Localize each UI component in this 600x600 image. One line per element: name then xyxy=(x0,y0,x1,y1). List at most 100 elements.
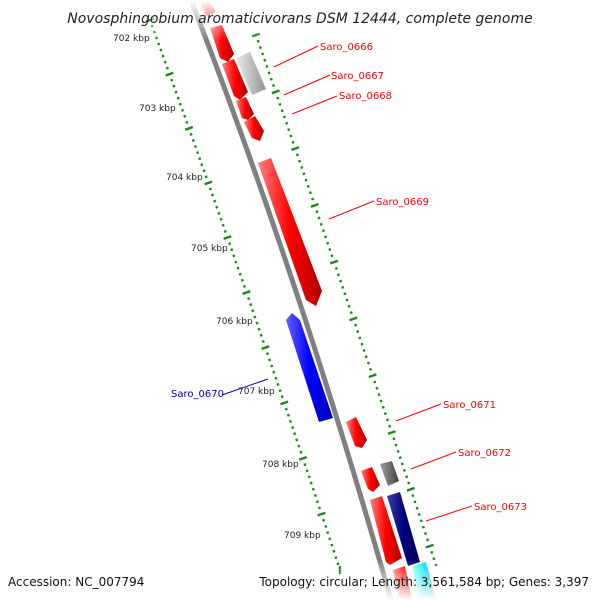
minor-tick xyxy=(267,71,271,75)
minor-tick xyxy=(234,260,238,264)
minor-tick xyxy=(238,272,242,276)
minor-tick xyxy=(183,114,187,118)
gene-arrow[interactable] xyxy=(380,461,399,486)
major-tick xyxy=(349,316,358,322)
major-tick xyxy=(280,400,289,406)
minor-tick xyxy=(343,292,347,296)
minor-tick xyxy=(263,58,267,62)
minor-tick xyxy=(180,108,185,112)
minor-tick xyxy=(172,84,176,88)
minor-tick xyxy=(280,395,284,399)
minor-tick xyxy=(299,450,303,454)
gene-arrow[interactable] xyxy=(361,467,380,492)
map-title: Novosphingobium aromaticivorans DSM 1244… xyxy=(67,11,532,27)
minor-tick xyxy=(232,254,236,258)
minor-tick xyxy=(289,134,293,138)
minor-tick xyxy=(291,425,295,430)
top-fade xyxy=(150,0,290,40)
gene-label[interactable]: Saro_0669 xyxy=(376,197,429,208)
minor-tick xyxy=(284,407,288,411)
minor-tick xyxy=(313,493,317,498)
minor-tick xyxy=(432,557,436,561)
gene-arrow[interactable] xyxy=(346,417,367,448)
minor-tick xyxy=(413,500,417,504)
minor-tick xyxy=(392,437,396,441)
minor-tick xyxy=(396,449,400,453)
major-tick xyxy=(368,373,377,379)
minor-tick xyxy=(317,506,322,510)
gene-label[interactable]: Saro_0670 xyxy=(171,389,224,400)
gene-label[interactable]: Saro_0671 xyxy=(443,400,496,411)
minor-tick xyxy=(366,361,370,365)
minor-tick xyxy=(368,367,373,371)
gene-arrow[interactable] xyxy=(387,492,420,566)
gene-arrow[interactable] xyxy=(370,496,402,565)
gene-arrow[interactable] xyxy=(244,116,264,141)
minor-tick xyxy=(419,519,423,523)
minor-tick xyxy=(255,321,259,325)
minor-tick xyxy=(253,315,257,319)
minor-tick xyxy=(305,469,309,473)
accession-text: Accession: NC_007794 xyxy=(8,575,144,589)
minor-tick xyxy=(332,549,336,553)
minor-tick xyxy=(405,475,409,479)
minor-tick xyxy=(330,543,334,547)
minor-tick xyxy=(210,193,215,197)
genome-backbone xyxy=(188,0,394,600)
minor-tick xyxy=(417,512,421,517)
minor-tick xyxy=(322,518,326,522)
position-labels: 702 kbp 703 kbp 704 kbp 705 kbp 706 kbp … xyxy=(113,34,321,541)
minor-tick xyxy=(345,298,349,302)
minor-tick xyxy=(400,462,404,466)
minor-tick xyxy=(247,297,251,301)
gene-arrow[interactable] xyxy=(258,158,322,306)
minor-tick xyxy=(200,163,204,167)
minor-tick xyxy=(317,216,321,220)
minor-tick xyxy=(228,242,232,246)
minor-tick xyxy=(423,531,428,536)
minor-tick xyxy=(328,247,332,252)
minor-tick xyxy=(240,278,244,282)
minor-tick xyxy=(303,463,307,467)
minor-tick xyxy=(165,66,169,70)
minor-tick xyxy=(189,132,193,136)
minor-tick xyxy=(388,424,392,428)
minor-tick xyxy=(291,140,295,144)
minor-tick xyxy=(161,54,165,58)
gene-arrow[interactable] xyxy=(286,313,333,422)
minor-tick xyxy=(311,197,315,201)
minor-tick xyxy=(288,419,293,423)
gene-label[interactable]: Saro_0672 xyxy=(458,448,511,459)
minor-tick xyxy=(213,199,217,203)
minor-tick xyxy=(323,235,328,239)
minor-tick xyxy=(276,382,280,386)
major-tick xyxy=(329,259,339,265)
major-tick xyxy=(204,180,213,186)
gene-label[interactable]: Saro_0668 xyxy=(339,91,392,102)
major-tick xyxy=(165,71,174,77)
minor-tick xyxy=(221,223,225,227)
minor-tick xyxy=(358,336,362,340)
gene-arrow[interactable] xyxy=(236,97,254,120)
minor-tick xyxy=(282,115,286,119)
minor-tick xyxy=(259,333,263,337)
major-tick xyxy=(261,345,270,351)
major-tick xyxy=(271,89,280,95)
minor-tick xyxy=(379,399,383,403)
major-tick xyxy=(242,290,251,295)
major-tick xyxy=(310,202,319,208)
minor-tick xyxy=(315,210,319,214)
bottom-fade xyxy=(340,560,460,600)
minor-tick xyxy=(157,42,161,46)
gene-arrow[interactable] xyxy=(236,52,266,95)
gene-arrow[interactable] xyxy=(222,59,248,100)
gene-label[interactable]: Saro_0673 xyxy=(474,502,527,513)
gene-label[interactable]: Saro_0667 xyxy=(331,71,384,82)
minor-tick xyxy=(336,562,340,566)
minor-tick xyxy=(385,418,390,422)
minor-tick xyxy=(202,169,206,173)
minor-tick xyxy=(191,138,195,143)
gene-label[interactable]: Saro_0666 xyxy=(320,42,373,53)
major-tick xyxy=(387,430,396,435)
